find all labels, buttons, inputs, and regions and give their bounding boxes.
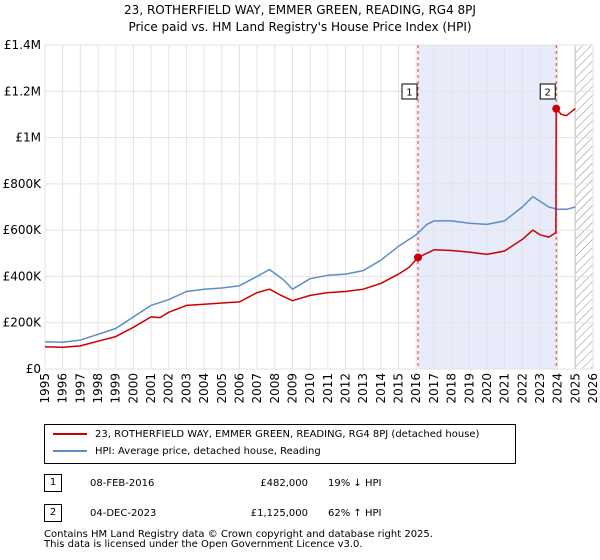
- sale-label: 1: [406, 88, 412, 99]
- x-tick-label: 2016: [409, 373, 423, 404]
- series-line-hpi: [44, 195, 576, 343]
- transaction-price: £1,125,000: [250, 508, 308, 519]
- x-tick-label: 2006: [232, 373, 246, 404]
- y-tick-label: £800K: [3, 177, 43, 191]
- legend-label-property: 23, ROTHERFIELD WAY, EMMER GREEN, READIN…: [95, 429, 480, 440]
- x-tick-label: 1997: [73, 373, 87, 404]
- x-tick-label: 2014: [374, 373, 388, 404]
- x-tick-label: 2008: [268, 373, 282, 404]
- transaction-date: 04-DEC-2023: [90, 508, 157, 519]
- x-tick-label: 2005: [215, 373, 229, 404]
- sale-label-box: [401, 83, 418, 100]
- y-tick-label: £200K: [3, 316, 43, 330]
- x-tick-label: 2010: [303, 373, 317, 404]
- x-tick-label: 2021: [498, 373, 512, 404]
- price-chart: 23, ROTHERFIELD WAY, EMMER GREEN, READIN…: [3, 3, 600, 404]
- x-tick-label: 1999: [109, 373, 123, 404]
- forecast-hatch: [575, 45, 593, 369]
- x-tick-label: 2003: [179, 373, 193, 404]
- x-tick-label: 1995: [38, 373, 52, 404]
- y-tick-label: £1M: [15, 131, 41, 145]
- transaction-price: £482,000: [260, 478, 308, 489]
- chart-subtitle: Price paid vs. HM Land Registry's House …: [128, 20, 471, 34]
- transaction-hpi-diff: 62% ↑ HPI: [328, 508, 382, 519]
- transaction-badge: 1: [44, 474, 62, 492]
- transaction-hpi-diff: 19% ↓ HPI: [328, 478, 382, 489]
- x-tick-label: 2007: [250, 373, 264, 404]
- x-tick-label: 2022: [515, 373, 529, 404]
- x-tick-label: 2004: [197, 373, 211, 404]
- chart-title: 23, ROTHERFIELD WAY, EMMER GREEN, READIN…: [124, 3, 476, 17]
- x-tick-label: 2026: [586, 373, 600, 404]
- x-tick-label: 2019: [462, 373, 476, 404]
- legend-item-property: 23, ROTHERFIELD WAY, EMMER GREEN, READIN…: [53, 427, 479, 443]
- footer-licence: This data is licensed under the Open Gov…: [44, 539, 363, 550]
- y-tick-label: £400K: [3, 269, 43, 283]
- x-tick-label: 2002: [162, 373, 176, 404]
- x-tick-label: 2024: [551, 373, 565, 404]
- x-tick-label: 2009: [285, 373, 299, 404]
- transaction-row: 1 08-FEB-2016 £482,000 19% ↓ HPI: [44, 474, 564, 494]
- x-tick-label: 2012: [339, 373, 353, 404]
- sale-point: [413, 253, 422, 262]
- sale-label: 2: [545, 88, 551, 99]
- x-tick-label: 2001: [144, 373, 158, 404]
- transaction-date: 08-FEB-2016: [90, 478, 155, 489]
- x-tick-label: 2018: [445, 373, 459, 404]
- y-tick-label: £600K: [3, 223, 43, 237]
- y-tick-label: £1.2M: [4, 84, 41, 98]
- x-tick-label: 2013: [356, 373, 370, 404]
- y-tick-label: £1.4M: [4, 38, 41, 52]
- legend: 23, ROTHERFIELD WAY, EMMER GREEN, READIN…: [44, 424, 516, 464]
- x-tick-label: 2017: [427, 373, 441, 404]
- legend-label-hpi: HPI: Average price, detached house, Read…: [95, 446, 321, 457]
- x-tick-label: 2025: [568, 373, 582, 404]
- sale-label-box: [539, 83, 556, 100]
- footer: Contains HM Land Registry data © Crown c…: [44, 530, 433, 550]
- y-tick-label: £0: [26, 362, 41, 376]
- transaction-row: 2 04-DEC-2023 £1,125,000 62% ↑ HPI: [44, 504, 564, 524]
- x-tick-label: 2020: [480, 373, 494, 404]
- transaction-badge: 2: [44, 504, 62, 522]
- footer-copyright: Contains HM Land Registry data © Crown c…: [44, 529, 433, 540]
- x-tick-label: 2000: [126, 373, 140, 404]
- x-tick-label: 2011: [321, 373, 335, 404]
- x-tick-label: 2023: [533, 373, 547, 404]
- x-tick-label: 1996: [56, 373, 70, 404]
- series-line-property: [44, 107, 576, 348]
- x-tick-label: 2015: [392, 373, 406, 404]
- sale-point: [552, 104, 561, 113]
- legend-swatch-hpi: [53, 450, 87, 452]
- legend-swatch-property: [53, 433, 87, 435]
- legend-item-hpi: HPI: Average price, detached house, Read…: [53, 444, 321, 460]
- x-tick-label: 1998: [91, 373, 105, 404]
